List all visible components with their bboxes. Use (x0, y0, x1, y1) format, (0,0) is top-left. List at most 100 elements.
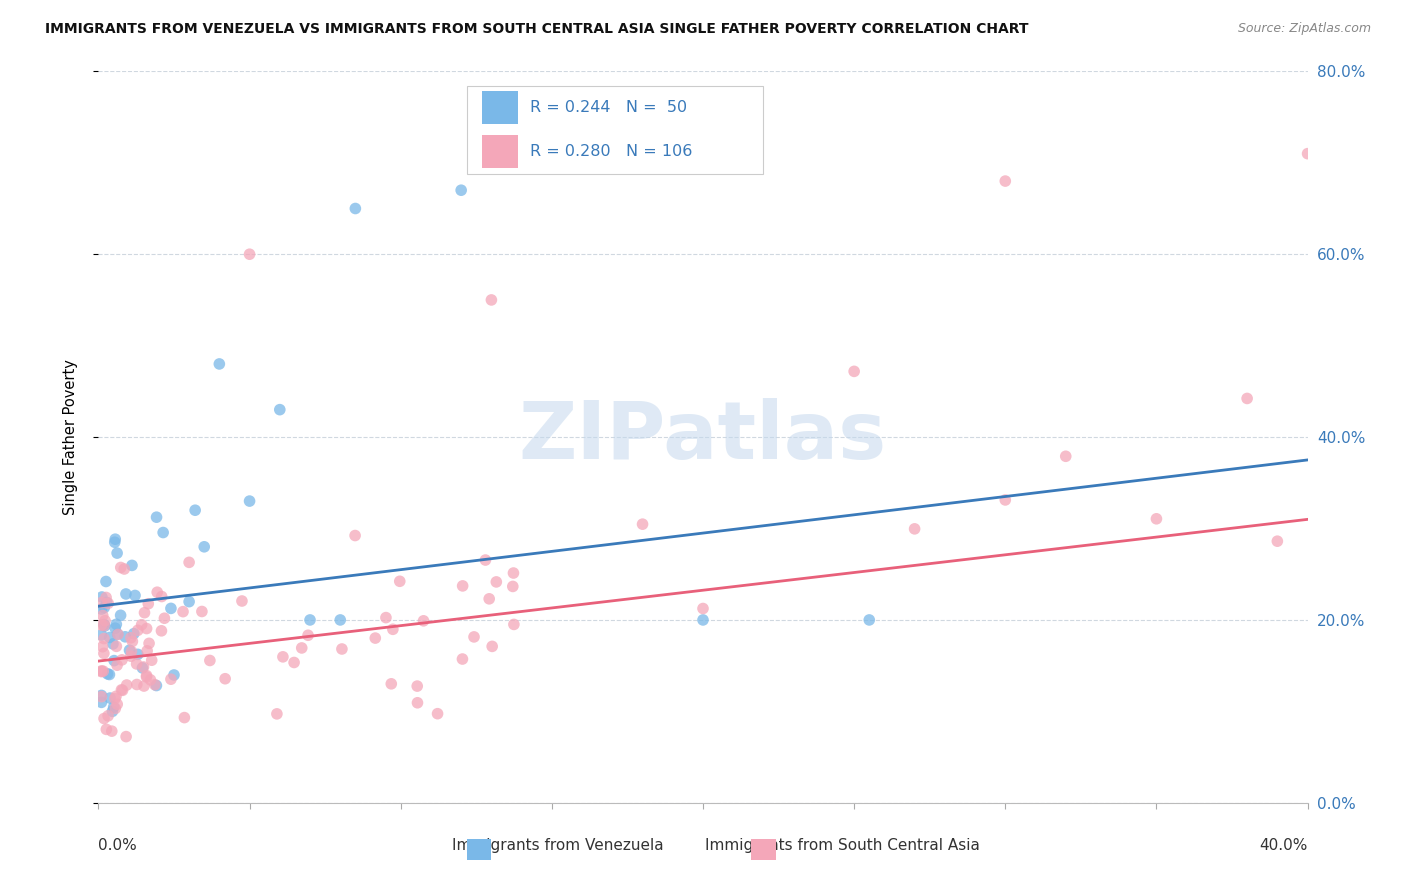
Point (105, 697, 128, 711)
Point (135, 668, 157, 682)
Point (152, 525, 174, 540)
Point (406, 679, 429, 693)
Point (481, 640, 503, 654)
Text: R = 0.280   N = 106: R = 0.280 N = 106 (530, 145, 693, 160)
Point (105, 640, 128, 654)
Point (160, 601, 183, 615)
Point (90, 690, 112, 704)
Point (100, 724, 122, 739)
Point (150, 624, 173, 638)
Point (145, 679, 167, 693)
Point (208, 357, 231, 371)
FancyBboxPatch shape (482, 92, 517, 124)
Text: IMMIGRANTS FROM VENEZUELA VS IMMIGRANTS FROM SOUTH CENTRAL ASIA SINGLE FATHER PO: IMMIGRANTS FROM VENEZUELA VS IMMIGRANTS … (45, 22, 1029, 37)
Point (90, 628, 112, 642)
Point (692, 613, 714, 627)
Text: R = 0.244   N =  50: R = 0.244 N = 50 (530, 101, 688, 115)
Point (135, 670, 157, 684)
Point (93, 646, 115, 660)
Point (104, 691, 127, 706)
Point (96, 595, 118, 609)
Point (141, 653, 163, 667)
Text: Immigrants from Venezuela: Immigrants from Venezuela (453, 838, 664, 854)
Point (173, 710, 195, 724)
Point (94, 614, 117, 628)
Point (1296, 146, 1319, 161)
Point (426, 706, 449, 721)
Point (450, 183, 472, 197)
Point (127, 648, 149, 662)
Point (138, 636, 160, 650)
Point (90, 664, 112, 678)
Point (364, 631, 387, 645)
Text: Source: ZipAtlas.com: Source: ZipAtlas.com (1237, 22, 1371, 36)
Point (451, 579, 474, 593)
Point (114, 630, 136, 644)
Point (96, 666, 118, 681)
Point (179, 555, 201, 569)
Point (172, 605, 194, 619)
Point (406, 696, 429, 710)
Point (184, 503, 207, 517)
Point (143, 678, 166, 692)
Point (463, 630, 485, 644)
Text: 0.0%: 0.0% (98, 838, 138, 854)
Point (104, 701, 127, 715)
Point (994, 492, 1017, 507)
Point (115, 587, 138, 601)
Point (283, 656, 305, 670)
Point (132, 679, 155, 693)
Text: 40.0%: 40.0% (1260, 838, 1308, 854)
Point (858, 613, 880, 627)
Point (112, 562, 135, 576)
Point (125, 657, 148, 671)
Point (105, 617, 128, 632)
Point (98, 667, 121, 681)
Point (136, 644, 159, 658)
Point (502, 579, 524, 593)
Point (103, 700, 125, 714)
Point (90, 595, 112, 609)
Point (110, 682, 132, 697)
Point (105, 690, 128, 704)
Point (1236, 392, 1258, 406)
Point (98, 631, 121, 645)
Point (485, 574, 508, 589)
Point (374, 610, 396, 624)
Point (380, 677, 402, 691)
Point (122, 626, 145, 640)
Point (110, 608, 132, 623)
Point (124, 589, 146, 603)
Point (91, 608, 114, 623)
Point (110, 560, 132, 574)
FancyBboxPatch shape (482, 136, 517, 169)
Point (503, 617, 526, 632)
Point (631, 517, 654, 532)
Point (297, 628, 319, 642)
Point (451, 652, 474, 666)
Point (90, 618, 112, 632)
Point (101, 637, 124, 651)
Point (90, 590, 112, 604)
Point (239, 247, 262, 261)
Point (198, 653, 221, 667)
Point (115, 678, 138, 692)
Point (104, 535, 127, 549)
Point (146, 585, 169, 599)
Point (96, 723, 118, 737)
Point (179, 594, 201, 608)
Point (104, 532, 127, 546)
Point (160, 672, 183, 686)
Point (90, 665, 112, 679)
Point (125, 677, 148, 691)
Point (91, 664, 114, 678)
Point (214, 672, 236, 686)
Point (692, 601, 714, 615)
Point (266, 706, 288, 721)
Text: Immigrants from South Central Asia: Immigrants from South Central Asia (704, 838, 980, 854)
Point (93, 617, 115, 632)
Point (104, 621, 127, 635)
Point (269, 402, 291, 417)
Point (231, 594, 253, 608)
Point (150, 590, 173, 604)
